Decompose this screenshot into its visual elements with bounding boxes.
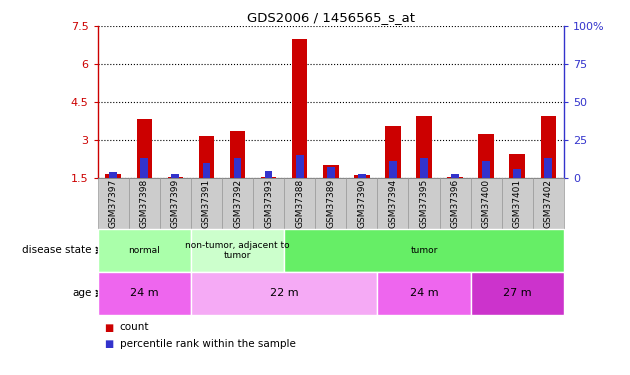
- Text: age: age: [72, 288, 91, 298]
- Bar: [261, 177, 277, 178]
- Bar: [451, 174, 459, 178]
- Bar: [265, 171, 273, 178]
- Text: GSM37392: GSM37392: [233, 179, 242, 228]
- Bar: [478, 134, 494, 178]
- Text: 27 m: 27 m: [503, 288, 532, 298]
- Text: 24 m: 24 m: [130, 288, 159, 298]
- Text: GSM37394: GSM37394: [389, 179, 398, 228]
- Text: ■: ■: [104, 339, 113, 350]
- Text: GSM37391: GSM37391: [202, 179, 211, 228]
- Text: 22 m: 22 m: [270, 288, 299, 298]
- Bar: [230, 131, 245, 178]
- Bar: [483, 161, 490, 178]
- Text: GSM37397: GSM37397: [109, 179, 118, 228]
- Text: GSM37389: GSM37389: [326, 179, 335, 228]
- Bar: [541, 116, 556, 178]
- Text: GSM37390: GSM37390: [357, 179, 366, 228]
- Text: tumor: tumor: [410, 246, 438, 255]
- Text: GSM37396: GSM37396: [450, 179, 459, 228]
- Text: disease state: disease state: [22, 245, 91, 255]
- Bar: [327, 168, 335, 178]
- Bar: [323, 165, 338, 178]
- Bar: [544, 158, 553, 178]
- Text: GSM37400: GSM37400: [482, 179, 491, 228]
- Bar: [137, 118, 152, 178]
- Bar: [358, 174, 366, 178]
- Bar: [510, 154, 525, 178]
- Bar: [168, 177, 183, 178]
- Bar: [292, 39, 307, 178]
- Bar: [105, 174, 121, 178]
- Bar: [447, 177, 463, 178]
- Text: GSM37401: GSM37401: [513, 179, 522, 228]
- Text: 24 m: 24 m: [410, 288, 438, 298]
- Text: percentile rank within the sample: percentile rank within the sample: [120, 339, 295, 350]
- Bar: [385, 126, 401, 178]
- Text: count: count: [120, 322, 149, 333]
- Text: GSM37388: GSM37388: [295, 179, 304, 228]
- Text: GSM37399: GSM37399: [171, 179, 180, 228]
- Bar: [354, 175, 370, 178]
- Bar: [420, 158, 428, 178]
- Bar: [296, 155, 304, 178]
- Bar: [389, 161, 397, 178]
- Bar: [416, 116, 432, 178]
- Text: GSM37395: GSM37395: [420, 179, 428, 228]
- Bar: [234, 158, 241, 178]
- Bar: [140, 158, 148, 178]
- Bar: [171, 174, 180, 178]
- Text: GSM37402: GSM37402: [544, 179, 553, 228]
- Text: ■: ■: [104, 322, 113, 333]
- Text: non-tumor, adjacent to
tumor: non-tumor, adjacent to tumor: [185, 241, 290, 260]
- Bar: [110, 172, 117, 178]
- Text: GSM37398: GSM37398: [140, 179, 149, 228]
- Text: normal: normal: [129, 246, 160, 255]
- Text: GSM37393: GSM37393: [264, 179, 273, 228]
- Text: GDS2006 / 1456565_s_at: GDS2006 / 1456565_s_at: [247, 11, 415, 24]
- Bar: [203, 163, 210, 178]
- Bar: [198, 136, 214, 178]
- Bar: [513, 169, 521, 178]
